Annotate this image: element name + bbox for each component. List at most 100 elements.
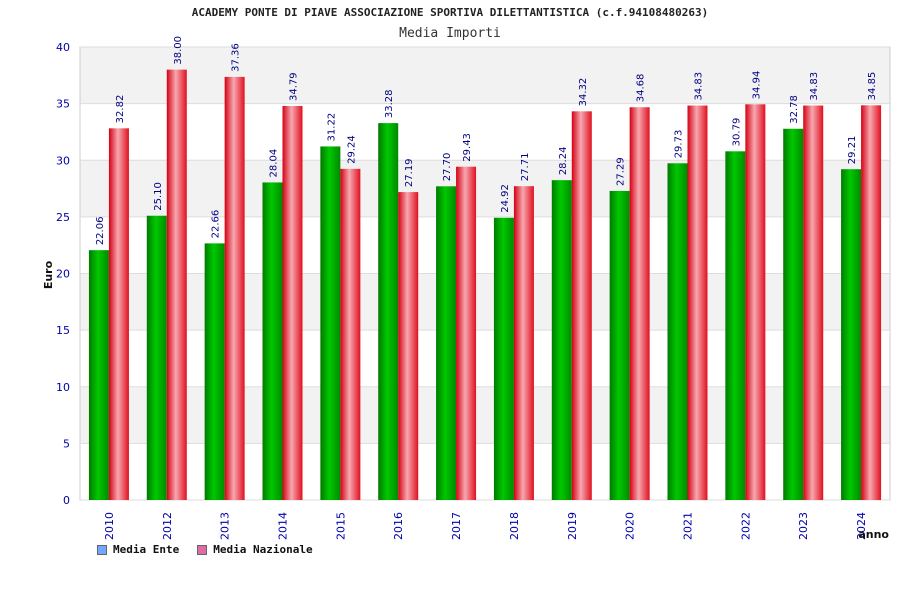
bar-value-label: 25.10 [153, 182, 164, 211]
bar-media-nazionale [745, 104, 766, 500]
legend-label-nazionale: Media Nazionale [213, 543, 313, 556]
x-axis-ticks: 2010 2012 2013 2014 2015 2016 2017 2018 2019 2020… [103, 512, 868, 540]
x-tick-label: 2010 [103, 512, 116, 540]
bar-value-label: 27.29 [616, 157, 627, 186]
bar-media-nazionale [571, 111, 592, 501]
value-labels: 22.06 32.82 25.10 38.00 22.66 37.36 28.04 34.79… [95, 36, 878, 245]
bar-media-nazionale [687, 105, 708, 501]
legend-swatch-ente [97, 544, 107, 555]
bar-value-label: 34.85 [867, 72, 878, 101]
plot-band [80, 103, 890, 161]
plot-band [80, 216, 890, 274]
plot-band [80, 160, 890, 217]
y-tick-label: 25 [56, 211, 70, 224]
x-tick-label: 2018 [508, 512, 521, 540]
chart-subtitle: Media Importi [399, 26, 501, 41]
bar-media-ente [146, 215, 167, 500]
bar-media-ente [783, 128, 804, 501]
bar-media-ente [725, 151, 746, 500]
bar-value-label: 30.79 [731, 118, 742, 147]
bar-value-label: 29.24 [346, 135, 357, 164]
x-tick-label: 2021 [682, 512, 695, 540]
y-tick-label: 10 [56, 381, 70, 394]
bar-value-label: 27.70 [442, 153, 453, 182]
plot-band [80, 386, 890, 444]
bar-value-label: 29.43 [462, 133, 473, 162]
bar-value-label: 22.06 [95, 217, 106, 246]
x-axis-label: anno [858, 528, 889, 541]
legend-label-ente: Media Ente [113, 543, 180, 556]
legend-swatch-nazionale [197, 544, 208, 555]
plot-band [80, 330, 890, 387]
plot-band [80, 273, 890, 331]
y-tick-label: 0 [63, 494, 70, 507]
bar-media-ente [493, 217, 514, 500]
bar-media-nazionale [224, 76, 245, 500]
bar-value-label: 38.00 [173, 36, 184, 65]
bar-value-label: 32.82 [115, 95, 126, 124]
bar-media-nazionale [282, 106, 303, 501]
x-tick-label: 2019 [566, 512, 579, 540]
bar-media-ente [204, 243, 225, 501]
bar-media-ente [88, 250, 109, 500]
bar-media-nazionale [803, 105, 824, 501]
bar-value-label: 34.83 [809, 72, 820, 101]
bar-value-label: 28.04 [269, 149, 280, 178]
bar-media-ente [841, 169, 862, 500]
legend-item-ente: Media Ente [97, 543, 179, 556]
bar-media-nazionale [108, 128, 129, 500]
bar-value-label: 29.73 [674, 130, 685, 159]
plot-band [80, 47, 890, 104]
bar-media-ente [262, 182, 283, 500]
bar-value-label: 29.21 [847, 136, 858, 165]
x-tick-label: 2014 [277, 512, 290, 540]
bar-value-label: 34.68 [636, 74, 647, 103]
x-tick-label: 2012 [161, 512, 174, 540]
x-tick-label: 2023 [797, 512, 810, 540]
bar-media-ente [320, 146, 341, 500]
bar-media-nazionale [629, 107, 650, 501]
bars [88, 69, 882, 501]
legend: Media Ente Media Nazionale [97, 543, 313, 556]
y-axis-label: Euro [42, 260, 55, 289]
bar-media-ente [667, 163, 688, 501]
bar-media-ente [436, 186, 457, 501]
bar-value-label: 24.92 [500, 184, 511, 213]
bar-value-label: 34.32 [578, 78, 589, 107]
bar-media-ente [551, 180, 572, 500]
bar-media-nazionale [861, 105, 882, 500]
y-tick-label: 15 [56, 324, 70, 337]
x-tick-label: 2015 [334, 512, 347, 540]
bar-media-nazionale [513, 186, 534, 500]
bar-value-label: 22.66 [211, 210, 222, 239]
bar-value-label: 37.36 [231, 43, 242, 72]
x-tick-label: 2024 [855, 512, 868, 540]
y-axis-ticks: 0 5 10 15 20 25 30 35 40 [56, 41, 70, 507]
bar-value-label: 32.78 [789, 95, 800, 124]
bar-value-label: 28.24 [558, 147, 569, 176]
bar-media-ente [378, 123, 399, 500]
bar-media-nazionale [456, 166, 477, 500]
bar-media-ente [609, 190, 630, 501]
x-tick-label: 2020 [624, 512, 637, 540]
bar-value-label: 33.28 [384, 89, 395, 118]
y-tick-label: 5 [63, 437, 70, 450]
bar-value-label: 27.19 [404, 158, 415, 187]
y-tick-label: 35 [56, 98, 70, 111]
bar-value-label: 27.71 [520, 153, 531, 182]
bar-value-label: 34.94 [751, 71, 762, 100]
plot-band [80, 443, 890, 500]
bar-media-nazionale [166, 69, 187, 501]
y-tick-label: 20 [56, 268, 70, 281]
bar-value-label: 34.83 [694, 72, 705, 101]
x-tick-label: 2013 [219, 512, 232, 540]
y-tick-label: 40 [56, 41, 70, 54]
bar-media-nazionale [398, 192, 419, 501]
chart-title: ACADEMY PONTE DI PIAVE ASSOCIAZIONE SPOR… [191, 6, 709, 19]
x-tick-label: 2016 [392, 512, 405, 540]
bar-value-label: 34.79 [289, 72, 300, 101]
bar-media-nazionale [340, 168, 361, 500]
bar-value-label: 31.22 [326, 113, 337, 142]
x-tick-label: 2017 [450, 512, 463, 540]
